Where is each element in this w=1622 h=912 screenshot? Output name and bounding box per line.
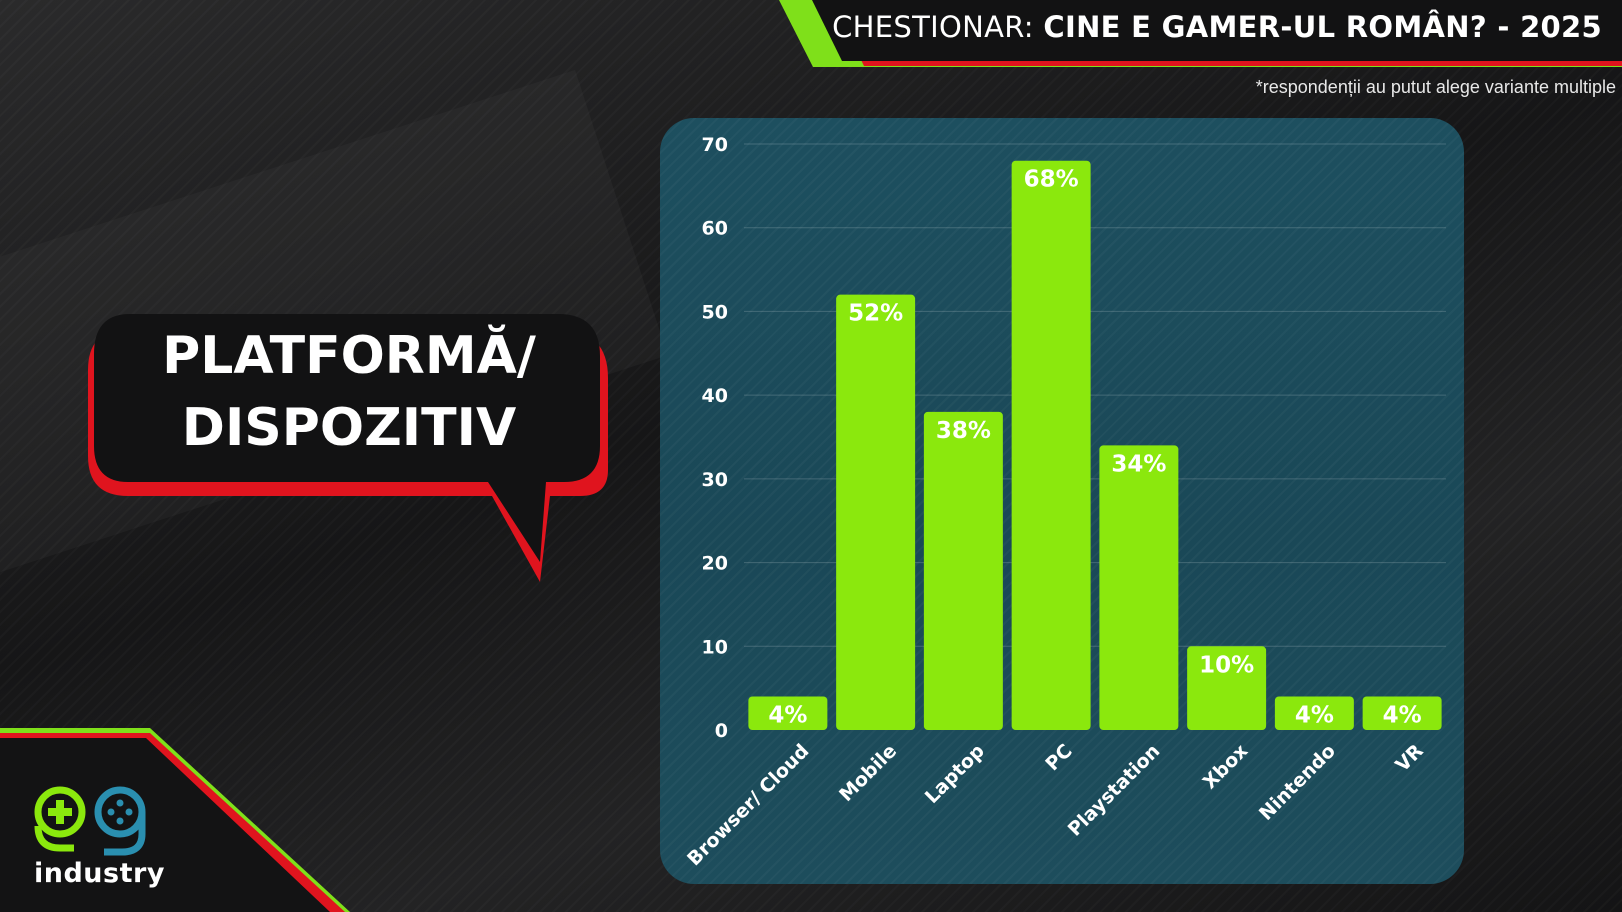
y-tick-label: 40 [702,385,728,407]
speech-bubble-shape [88,314,608,582]
gg-controller-logo-icon [34,786,146,856]
data-label: 4% [768,703,807,729]
footnote: *respondenții au putut alege variante mu… [1255,77,1616,97]
category-label: Playstation [1064,740,1165,841]
bar [748,696,828,730]
y-tick-label: 20 [702,553,728,575]
y-tick-label: 50 [702,301,728,323]
category-label: Browser/ Cloud [683,740,813,870]
category-label: Laptop [921,740,989,808]
y-tick-label: 60 [702,218,728,240]
bar-chart: 0 10 20 30 40 50 60 70 4% Browser/ Cloud 52% Mobile… [683,134,1446,870]
logo-text: industry [34,858,165,889]
bar [1099,445,1179,730]
y-tick-label: 30 [702,469,728,491]
data-label: 68% [1024,167,1079,193]
bar [1274,696,1354,730]
bar [1362,696,1442,730]
data-label: 4% [1383,703,1422,729]
bar [1187,646,1267,730]
header-banner [812,0,1622,61]
category-label: PC [1041,740,1076,775]
data-label: 34% [1111,451,1166,477]
section-title-line-2: DISPOZITIV [181,398,517,458]
bar [1011,160,1091,730]
data-label: 4% [1295,703,1334,729]
data-label: 10% [1199,652,1254,678]
bar [923,411,1003,730]
category-label: Nintendo [1255,740,1340,825]
y-tick-label: 70 [702,134,728,156]
category-label: Xbox [1199,740,1252,793]
category-label: Mobile [835,740,901,806]
page-title-prefix: CHESTIONAR: [832,10,1034,44]
section-title-line-1: PLATFORMĂ/ [162,326,536,386]
page-title: CHESTIONAR: CINE E GAMER-UL ROMÂN? - 202… [832,10,1602,44]
chart-panel: 0 10 20 30 40 50 60 70 4% Browser/ Cloud 52% Mobile… [660,118,1464,884]
section-title-bubble: PLATFORMĂ/ DISPOZITIV [88,310,610,590]
y-tick-label: 10 [702,636,728,658]
page-title-main: CINE E GAMER-UL ROMÂN? - 2025 [1043,10,1602,44]
data-label: 52% [848,301,903,327]
data-label: 38% [936,418,991,444]
category-label: VR [1391,740,1428,777]
bar [836,294,916,730]
section-title: PLATFORMĂ/ DISPOZITIV [88,320,610,464]
y-tick-label: 0 [715,720,728,742]
